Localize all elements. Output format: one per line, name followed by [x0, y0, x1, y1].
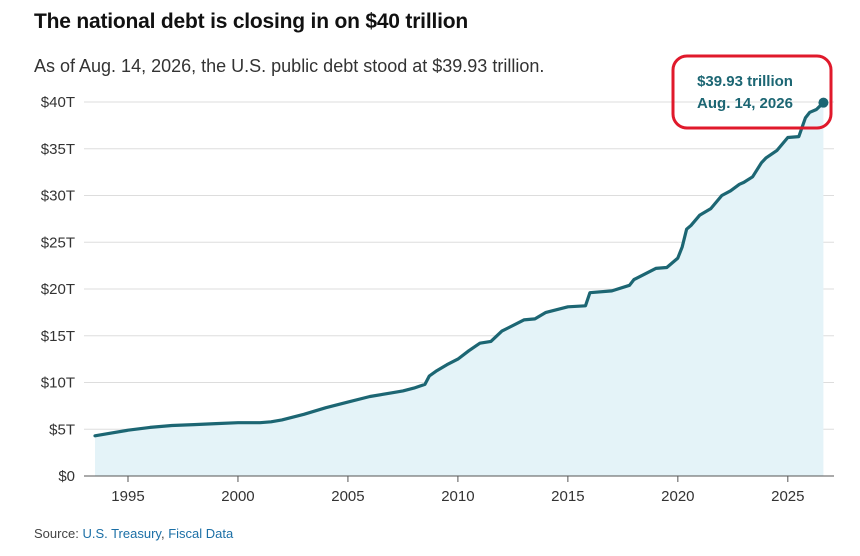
x-tick-label: 2010 — [441, 488, 474, 505]
x-tick-label: 1995 — [111, 488, 144, 505]
annotation-highlight-box — [671, 54, 833, 130]
y-tick-label: $25T — [41, 234, 75, 251]
annotation-date-label: Aug. 14, 2026 — [697, 95, 793, 112]
y-tick-label: $5T — [49, 421, 75, 438]
source-separator: , — [160, 526, 169, 541]
x-axis-ticks: 1995 2000 2005 2010 2015 2020 2025 — [111, 476, 804, 505]
chart-subtitle: As of Aug. 14, 2026, the U.S. public deb… — [34, 56, 545, 76]
x-tick-label: 2020 — [661, 488, 694, 505]
x-tick-label: 2025 — [771, 488, 804, 505]
annotation-value-label: $39.93 trillion — [697, 73, 793, 90]
y-tick-label: $20T — [41, 281, 75, 298]
x-tick-label: 2005 — [331, 488, 364, 505]
y-tick-label: $40T — [41, 94, 75, 111]
y-tick-label: $35T — [41, 141, 75, 158]
debt-area-fill — [95, 102, 824, 476]
y-tick-label: $15T — [41, 328, 75, 345]
debt-line-series — [93, 101, 825, 438]
chart-title: The national debt is closing in on $40 t… — [34, 10, 468, 33]
y-tick-label: $0 — [58, 468, 75, 485]
source-link-fiscal-data[interactable]: Fiscal Data — [168, 526, 234, 541]
y-tick-label: $10T — [41, 375, 75, 392]
latest-value-dot — [818, 97, 829, 108]
x-tick-label: 2000 — [221, 488, 254, 505]
debt-chart: $0 $5T $10T $15T $20T $25T $30T $35T $40T 1995 20… — [41, 54, 834, 505]
y-axis-ticks: $0 $5T $10T $15T $20T $25T $30T $35T $40T — [41, 94, 75, 485]
source-label: Source: — [34, 526, 79, 541]
x-tick-label: 2015 — [551, 488, 584, 505]
y-tick-label: $30T — [41, 188, 75, 205]
source-note: Source: U.S. Treasury, Fiscal Data — [34, 526, 233, 541]
source-link-treasury[interactable]: U.S. Treasury — [82, 526, 161, 541]
